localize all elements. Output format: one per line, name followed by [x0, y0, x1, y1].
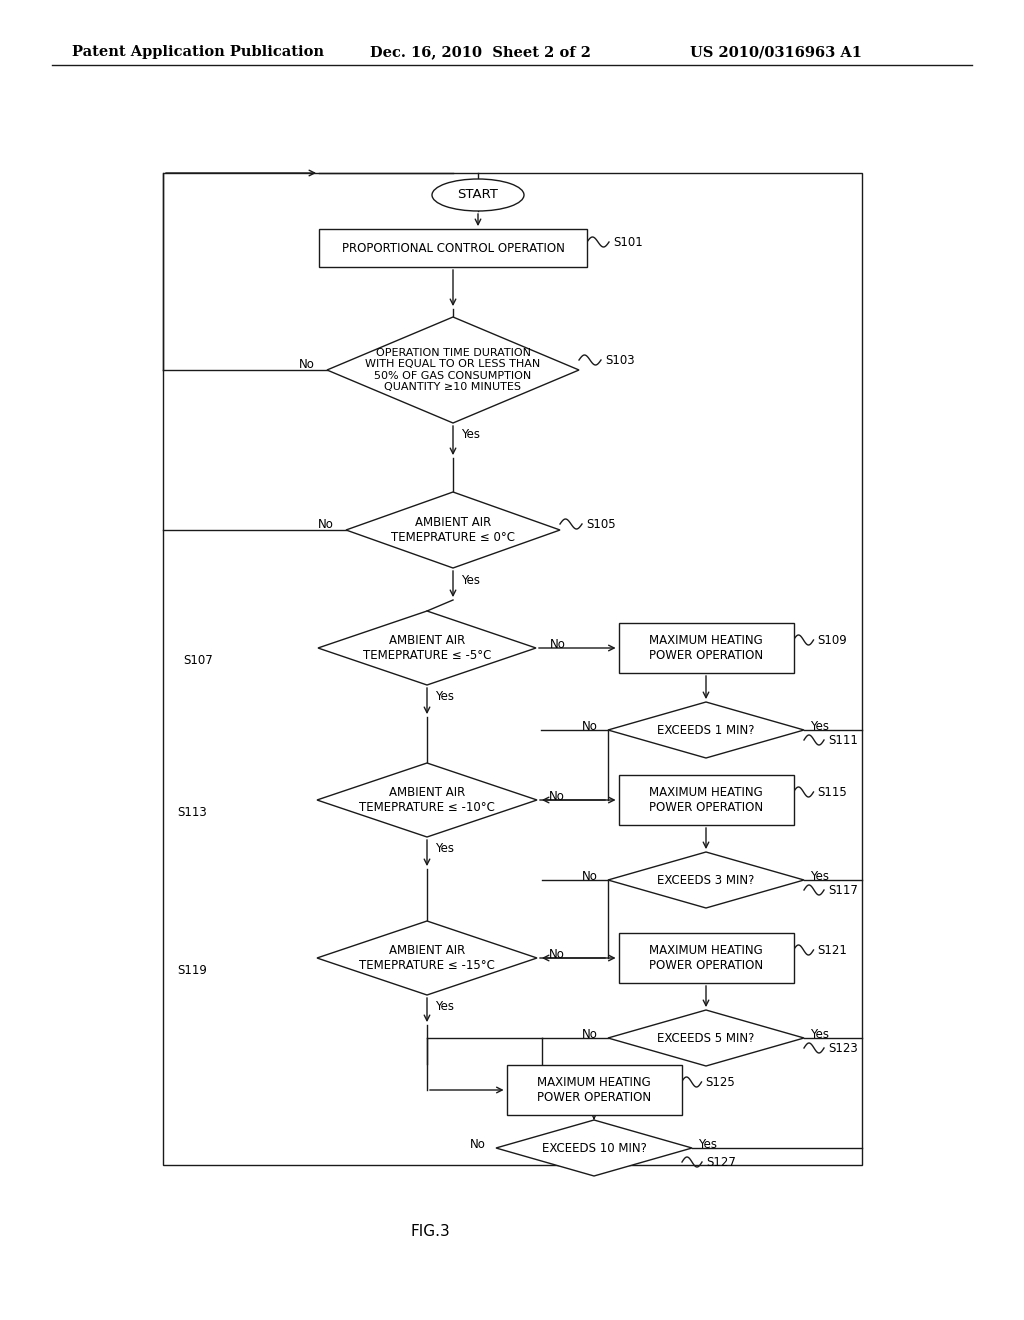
Text: PROPORTIONAL CONTROL OPERATION: PROPORTIONAL CONTROL OPERATION — [342, 242, 564, 255]
Text: Dec. 16, 2010  Sheet 2 of 2: Dec. 16, 2010 Sheet 2 of 2 — [370, 45, 591, 59]
Text: Yes: Yes — [435, 842, 455, 855]
FancyBboxPatch shape — [507, 1065, 682, 1115]
Text: No: No — [582, 1027, 598, 1040]
Text: S121: S121 — [817, 944, 848, 957]
FancyBboxPatch shape — [618, 623, 794, 673]
Polygon shape — [317, 921, 537, 995]
Text: Yes: Yes — [462, 429, 480, 441]
Text: S123: S123 — [828, 1041, 858, 1055]
Text: US 2010/0316963 A1: US 2010/0316963 A1 — [690, 45, 862, 59]
Text: S107: S107 — [183, 653, 213, 667]
Text: MAXIMUM HEATING
POWER OPERATION: MAXIMUM HEATING POWER OPERATION — [649, 634, 763, 663]
Text: S111: S111 — [828, 734, 858, 747]
Text: No: No — [582, 870, 598, 883]
Text: FIG.3: FIG.3 — [411, 1225, 450, 1239]
Text: S103: S103 — [605, 354, 635, 367]
Ellipse shape — [432, 180, 524, 211]
Text: Yes: Yes — [811, 719, 829, 733]
Polygon shape — [608, 702, 804, 758]
Text: No: No — [318, 519, 334, 532]
Text: No: No — [549, 789, 565, 803]
Text: S115: S115 — [817, 785, 847, 799]
Text: EXCEEDS 1 MIN?: EXCEEDS 1 MIN? — [657, 723, 755, 737]
Text: No: No — [550, 638, 566, 651]
Text: MAXIMUM HEATING
POWER OPERATION: MAXIMUM HEATING POWER OPERATION — [537, 1076, 651, 1104]
FancyBboxPatch shape — [319, 228, 587, 267]
Text: S127: S127 — [706, 1155, 736, 1168]
Text: S125: S125 — [706, 1076, 735, 1089]
Text: S109: S109 — [817, 634, 847, 647]
Text: S119: S119 — [177, 964, 207, 977]
Text: EXCEEDS 3 MIN?: EXCEEDS 3 MIN? — [657, 874, 755, 887]
Text: AMBIENT AIR
TEMEPRATURE ≤ -15°C: AMBIENT AIR TEMEPRATURE ≤ -15°C — [359, 944, 495, 972]
Text: S117: S117 — [828, 883, 858, 896]
Text: MAXIMUM HEATING
POWER OPERATION: MAXIMUM HEATING POWER OPERATION — [649, 785, 763, 814]
Text: S113: S113 — [177, 805, 207, 818]
Text: AMBIENT AIR
TEMEPRATURE ≤ -10°C: AMBIENT AIR TEMEPRATURE ≤ -10°C — [359, 785, 495, 814]
Polygon shape — [317, 763, 537, 837]
Text: START: START — [458, 189, 499, 202]
Text: Yes: Yes — [435, 690, 455, 704]
Polygon shape — [608, 851, 804, 908]
Text: AMBIENT AIR
TEMEPRATURE ≤ -5°C: AMBIENT AIR TEMEPRATURE ≤ -5°C — [362, 634, 492, 663]
Text: Yes: Yes — [698, 1138, 718, 1151]
Polygon shape — [496, 1119, 692, 1176]
Polygon shape — [346, 492, 560, 568]
Text: Patent Application Publication: Patent Application Publication — [72, 45, 324, 59]
Polygon shape — [327, 317, 579, 422]
Text: AMBIENT AIR
TEMEPRATURE ≤ 0°C: AMBIENT AIR TEMEPRATURE ≤ 0°C — [391, 516, 515, 544]
Text: EXCEEDS 10 MIN?: EXCEEDS 10 MIN? — [542, 1142, 646, 1155]
Text: Yes: Yes — [435, 1001, 455, 1014]
Text: No: No — [582, 719, 598, 733]
Text: Yes: Yes — [462, 573, 480, 586]
Text: MAXIMUM HEATING
POWER OPERATION: MAXIMUM HEATING POWER OPERATION — [649, 944, 763, 972]
Polygon shape — [318, 611, 536, 685]
Polygon shape — [608, 1010, 804, 1067]
Text: OPERATION TIME DURATION
WITH EQUAL TO OR LESS THAN
50% OF GAS CONSUMPTION
QUANTI: OPERATION TIME DURATION WITH EQUAL TO OR… — [366, 347, 541, 392]
Text: No: No — [299, 359, 315, 371]
FancyBboxPatch shape — [618, 775, 794, 825]
Text: S101: S101 — [613, 235, 643, 248]
Text: Yes: Yes — [811, 1027, 829, 1040]
Text: S105: S105 — [586, 517, 615, 531]
FancyBboxPatch shape — [618, 933, 794, 983]
Text: No: No — [549, 948, 565, 961]
Text: No: No — [470, 1138, 486, 1151]
Text: EXCEEDS 5 MIN?: EXCEEDS 5 MIN? — [657, 1031, 755, 1044]
Text: Yes: Yes — [811, 870, 829, 883]
